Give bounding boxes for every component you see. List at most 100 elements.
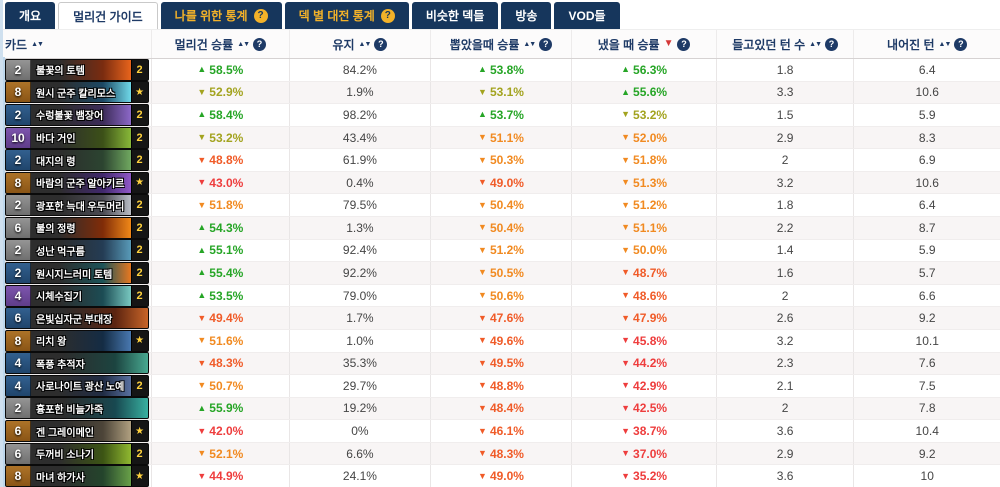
trend-down-icon: ▼ [621, 132, 631, 143]
kept-percentage-cell: 1.7% [289, 307, 430, 329]
turn-played-cell: 9.2 [853, 307, 1000, 329]
card-tile[interactable]: 2 흉포한 비늘가죽 [5, 397, 149, 420]
column-header-turns-held[interactable]: 들고있던 턴 수 ▲▼? [715, 30, 854, 58]
trend-down-icon: ▼ [197, 132, 207, 143]
tab-vods[interactable]: VOD들 [554, 2, 620, 29]
help-icon[interactable]: ? [677, 37, 691, 51]
value-text: 29.7% [342, 378, 377, 393]
card-tile[interactable]: 4 폭풍 추적자 [5, 352, 149, 375]
tab-my-stats[interactable]: 나를 위한 통계? [160, 2, 282, 29]
trend-down-icon: ▼ [621, 448, 631, 459]
column-header-drawn-winrate[interactable]: 뽑았을때 승률 ▲▼? [429, 30, 572, 58]
tab-deck-matchup-stats[interactable]: 덱 별 대전 통계? [284, 2, 409, 29]
tab-overview[interactable]: 개요 [5, 2, 56, 29]
card-tile[interactable]: 2 광포한 늑대 우두머리 2 [5, 194, 149, 217]
help-icon[interactable]: ? [825, 37, 839, 51]
card-tile[interactable]: 8 리치 왕 ★ [5, 329, 149, 352]
card-tile[interactable]: 8 원시 군주 칼리모스 ★ [5, 81, 149, 104]
value-text: 51.1% [489, 130, 524, 145]
value-text: 35.2% [633, 469, 668, 484]
column-label: 카드 [5, 37, 28, 52]
help-icon[interactable]: ? [954, 37, 968, 51]
column-header-mulligan-winrate[interactable]: 멀리건 승률 ▲▼? [150, 30, 290, 58]
legendary-star-icon: ★ [130, 330, 148, 351]
column-header-turn-played[interactable]: 내어진 턴 ▲▼? [853, 30, 1000, 58]
mulligan-winrate-cell: ▼ 48.3% [150, 352, 290, 375]
table-row: 10 바다 거인 2 ▼ 53.2% 43.4% ▼ 51.1% ▼ 52.0% 2.9 8.3 [3, 126, 1000, 150]
tab-broadcast[interactable]: 방송 [501, 2, 552, 29]
drawn-winrate-cell: ▼ 50.4% [429, 217, 572, 239]
value-text: 52.0% [633, 130, 668, 145]
help-icon[interactable]: ? [380, 8, 395, 23]
value-text: 47.9% [633, 311, 668, 326]
card-cell: 8 원시 군주 칼리모스 ★ [3, 81, 151, 104]
help-icon[interactable]: ? [253, 37, 267, 51]
table-row: 2 불꽃의 토템 2 ▲ 58.5% 84.2% ▲ 53.8% ▲ 56.3% 1.8 6.4 [3, 58, 1000, 82]
played-winrate-cell: ▲ 56.3% [571, 59, 716, 81]
tab-mulligan-guide[interactable]: 멀리건 가이드 [58, 2, 158, 29]
tab-similar-decks[interactable]: 비슷한 덱들 [411, 2, 499, 29]
help-icon[interactable]: ? [253, 8, 268, 23]
help-icon[interactable]: ? [539, 37, 553, 51]
value-text: 53.2% [209, 130, 244, 145]
drawn-winrate-cell: ▼ 49.6% [429, 329, 572, 352]
turn-played-cell: 8.3 [853, 126, 1000, 149]
kept-percentage-cell: 61.9% [289, 149, 430, 171]
card-count: 2 [130, 240, 148, 261]
column-header-kept[interactable]: 유지 ▲▼? [289, 30, 430, 58]
column-header-played-winrate[interactable]: 냈을 때 승률 ▼? [571, 30, 716, 58]
trend-down-icon: ▼ [621, 402, 631, 413]
card-tile[interactable]: 10 바다 거인 2 [5, 126, 149, 149]
value-text: 1.4 [776, 243, 794, 258]
card-tile[interactable]: 2 수렁불꽃 뱀장어 2 [5, 103, 149, 126]
turns-held-cell: 1.5 [715, 104, 854, 126]
card-tile[interactable]: 2 원시지느러미 토템 2 [5, 262, 149, 284]
card-tile[interactable]: 6 은빛십자군 부대장 [5, 307, 149, 330]
card-tile[interactable]: 4 시체수집기 2 [5, 284, 149, 307]
stat-value: ▼ 48.6% [621, 289, 667, 303]
kept-percentage-cell: 79.0% [289, 284, 430, 307]
card-tile[interactable]: 8 바람의 군주 알아키르 ★ [5, 171, 149, 194]
mulligan-winrate-cell: ▼ 51.8% [150, 194, 290, 217]
card-count: 2 [130, 217, 148, 238]
help-icon[interactable]: ? [374, 37, 388, 51]
trend-down-icon: ▼ [478, 402, 487, 413]
turn-played-cell: 10.6 [853, 81, 1000, 104]
trend-up-icon: ▲ [197, 109, 207, 120]
card-tile[interactable]: 6 두꺼비 소나기 2 [5, 442, 149, 465]
trend-down-icon: ▼ [478, 448, 487, 459]
sort-icons: ▲▼ [523, 40, 536, 48]
card-tile[interactable]: 4 사로나이트 광산 노예 2 [5, 374, 149, 397]
sort-icons: ▲▼ [809, 40, 822, 48]
card-cell: 4 폭풍 추적자 [3, 352, 151, 375]
mana-cost: 2 [6, 59, 31, 80]
mulligan-winrate-cell: ▼ 50.7% [150, 375, 290, 397]
value-text: 5.7 [918, 265, 936, 280]
value-text: 52.9% [209, 85, 244, 100]
value-text: 55.4% [209, 265, 244, 280]
trend-up-icon: ▲ [478, 64, 487, 75]
turn-played-cell: 9.2 [853, 442, 1000, 465]
value-text: 0% [351, 424, 369, 439]
stat-value: ▲ 53.5% [197, 289, 243, 303]
card-tile[interactable]: 2 성난 먹구름 2 [5, 239, 149, 262]
card-name: 수렁불꽃 뱀장어 [31, 104, 131, 125]
trend-down-icon: ▼ [478, 177, 487, 188]
card-name: 원시지느러미 토템 [31, 263, 131, 283]
value-text: 6.6% [346, 446, 374, 461]
stat-value: ▼ 37.0% [621, 447, 667, 461]
card-tile[interactable]: 6 불의 정령 2 [5, 216, 149, 239]
stat-value: ▲ 56.3% [621, 63, 667, 77]
value-text: 92.2% [342, 265, 377, 280]
column-header-card[interactable]: 카드 ▲▼ [3, 30, 151, 58]
table-row: 2 광포한 늑대 우두머리 2 ▼ 51.8% 79.5% ▼ 50.4% ▼ 51.2% 1.8 6… [3, 194, 1000, 218]
card-tile[interactable]: 2 불꽃의 토템 2 [5, 58, 149, 81]
value-text: 7.8 [918, 401, 936, 416]
card-tile[interactable]: 8 마녀 하가사 ★ [5, 465, 149, 487]
stat-value: ▼ 52.0% [621, 131, 667, 145]
mulligan-winrate-cell: ▼ 44.9% [150, 465, 290, 487]
stat-value: ▼ 50.5% [478, 266, 524, 280]
kept-percentage-cell: 6.6% [289, 442, 430, 465]
